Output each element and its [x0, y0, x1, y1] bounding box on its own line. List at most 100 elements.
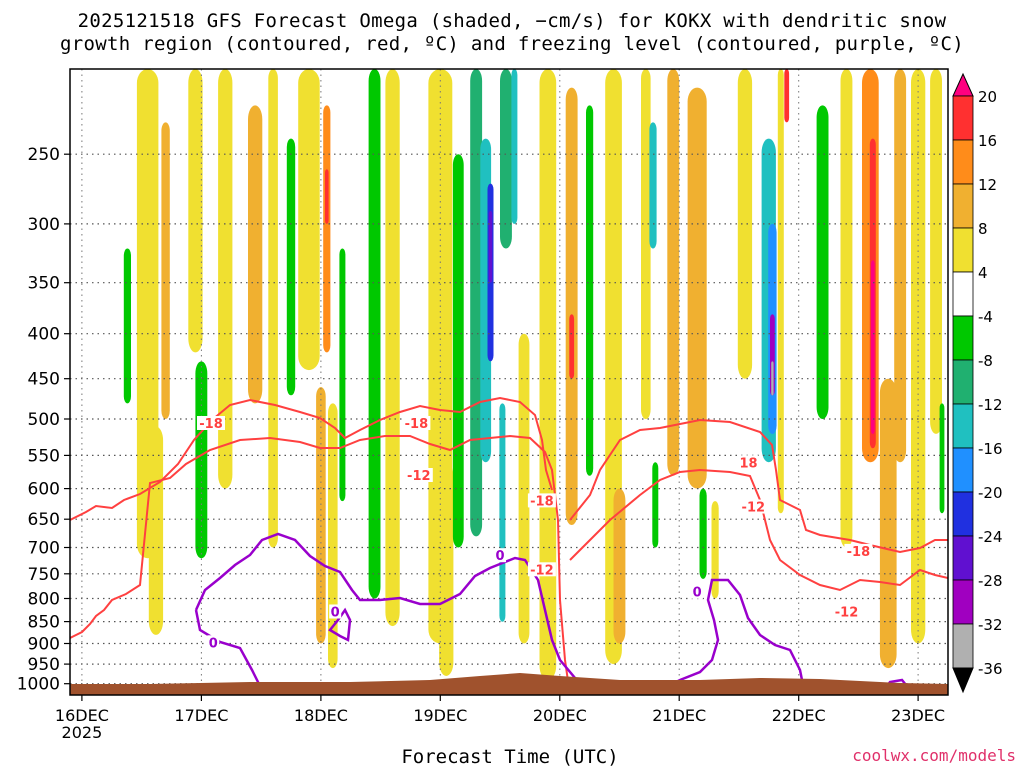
omega-band-45: [771, 361, 774, 396]
colorbar-swatch-11: [952, 535, 974, 581]
y-tick-label-1: 300: [28, 215, 60, 235]
contour-label-bg-4: [527, 562, 556, 577]
y-tick-label-15: 1000: [17, 675, 60, 695]
colorbar-label-11: -28: [978, 572, 1003, 590]
credit-text: coolwx.com/models: [852, 746, 1016, 765]
contour-label-bg-0: [197, 416, 225, 430]
contour-label-bg-6: [739, 499, 768, 514]
colorbar-label-2: 12: [978, 176, 997, 194]
colorbar-label-5: -4: [978, 308, 993, 326]
contour-label-10: 0: [331, 606, 340, 621]
omega-band-31: [569, 314, 575, 379]
omega-band-19: [439, 462, 454, 676]
omega-band-32: [586, 105, 594, 476]
colorbar-bottom-arrow: [952, 667, 974, 694]
omega-band-27: [499, 403, 506, 622]
colorbar-swatch-6: [952, 315, 974, 361]
omega-band-11: [323, 105, 331, 353]
x-tick-label-7: 23DEC: [891, 706, 945, 725]
omega-band-47: [784, 69, 790, 123]
grid-lines: [70, 69, 948, 695]
contour-label-7: -18: [847, 545, 871, 560]
contour-freezing-west-low: [194, 609, 264, 691]
terrain-surface: [70, 673, 948, 695]
y-tick-label-0: 250: [28, 145, 60, 165]
colorbar-swatch-9: [952, 447, 974, 493]
contour-label-2: -12: [407, 469, 431, 484]
omega-band-9: [286, 138, 296, 396]
y-tick-label-2: 350: [28, 274, 60, 294]
omega-band-36: [649, 122, 657, 249]
colorbar-swatch-4: [952, 227, 974, 273]
contour-labels: -18 -18 -12 -18 -12 18 -12 -18 -12 0 0 0 0: [197, 416, 873, 651]
omega-band-48: [816, 105, 829, 420]
omega-band-2: [148, 426, 164, 635]
omega-band-28: [518, 333, 530, 644]
omega-band-17: [385, 69, 400, 627]
omega-band-20: [452, 154, 464, 548]
omega-band-24: [488, 210, 493, 283]
y-tick-label-13: 900: [28, 635, 60, 655]
contour-label-8: -12: [835, 606, 859, 621]
y-tick-label-8: 650: [28, 510, 60, 530]
omega-band-52: [871, 260, 875, 434]
omega-band-57: [939, 403, 945, 514]
contour-freezing-west: [194, 532, 587, 695]
contour-label-11: 0: [495, 549, 504, 564]
contour-label-bg-2: [404, 468, 433, 482]
omega-band-34: [613, 488, 626, 644]
y-tick-label-7: 600: [28, 480, 60, 500]
contour-label-bg-7: [844, 543, 873, 558]
omega-band-56: [930, 69, 942, 434]
y-tick-label-5: 500: [28, 410, 60, 430]
omega-band-41: [737, 69, 753, 379]
y-tick-label-14: 950: [28, 655, 60, 675]
colorbar-swatch-13: [952, 623, 974, 669]
colorbar-swatch-12: [952, 579, 974, 625]
colorbar-label-8: -16: [978, 440, 1003, 458]
omega-band-7: [248, 105, 263, 404]
contour-label-9: 0: [209, 636, 218, 651]
colorbar-label-7: -12: [978, 396, 1003, 414]
omega-band-15: [339, 248, 346, 502]
omega-band-30: [565, 87, 578, 525]
colorbar-label-0: 20: [978, 88, 997, 106]
x-year-label: 2025: [62, 723, 103, 742]
colorbar-swatch-10: [952, 491, 974, 537]
x-axis: 16DEC 17DEC 18DEC 19DEC 20DEC 21DEC 22DEC 23DEC…: [55, 695, 945, 742]
contour-label-bg-12: [691, 584, 704, 599]
chart-title-line-1: 2025121518 GFS Forecast Omega (shaded, −…: [77, 10, 947, 32]
contour-freezing-loop: [328, 607, 352, 642]
colorbar-label-1: 16: [978, 132, 997, 150]
contour-freezing-east: [649, 578, 807, 695]
omega-band-1: [161, 122, 170, 420]
colorbar-label-6: -8: [978, 352, 993, 370]
y-tick-label-6: 550: [28, 446, 60, 466]
terrain: [70, 673, 948, 695]
contour-label-3: -18: [530, 494, 554, 509]
contour-dendritic-east-lower: [569, 468, 948, 592]
omega-band-39: [687, 87, 707, 489]
contour-dendritic-upper: [70, 396, 553, 521]
omega-band-29: [539, 69, 557, 680]
omega-band-35: [641, 69, 651, 419]
omega-band-16: [368, 69, 381, 599]
x-tick-label-3: 19DEC: [413, 706, 467, 725]
y-tick-label-4: 450: [28, 370, 60, 390]
omega-band-38: [667, 69, 680, 476]
y-axis: 2503003504004505005506006507007508008509…: [17, 145, 70, 695]
contour-dendritic-east-upper: [569, 418, 948, 554]
contour-label-bg-5: [738, 455, 759, 470]
colorbar: 20 16 12 8 4 -4 -8 -12 -16 -20 -24 -28 -32 -36: [952, 72, 1003, 694]
omega-band-25: [500, 69, 512, 249]
omega-band-58: [711, 501, 719, 599]
omega-band-3: [123, 248, 131, 404]
x-tick-label-4: 20DEC: [533, 706, 587, 725]
omega-band-26: [511, 69, 518, 224]
y-tick-label-9: 700: [28, 539, 60, 559]
omega-band-49: [840, 69, 853, 548]
y-tick-label-12: 850: [28, 613, 60, 633]
omega-band-46: [777, 69, 784, 514]
contour-label-6: -12: [742, 501, 766, 516]
